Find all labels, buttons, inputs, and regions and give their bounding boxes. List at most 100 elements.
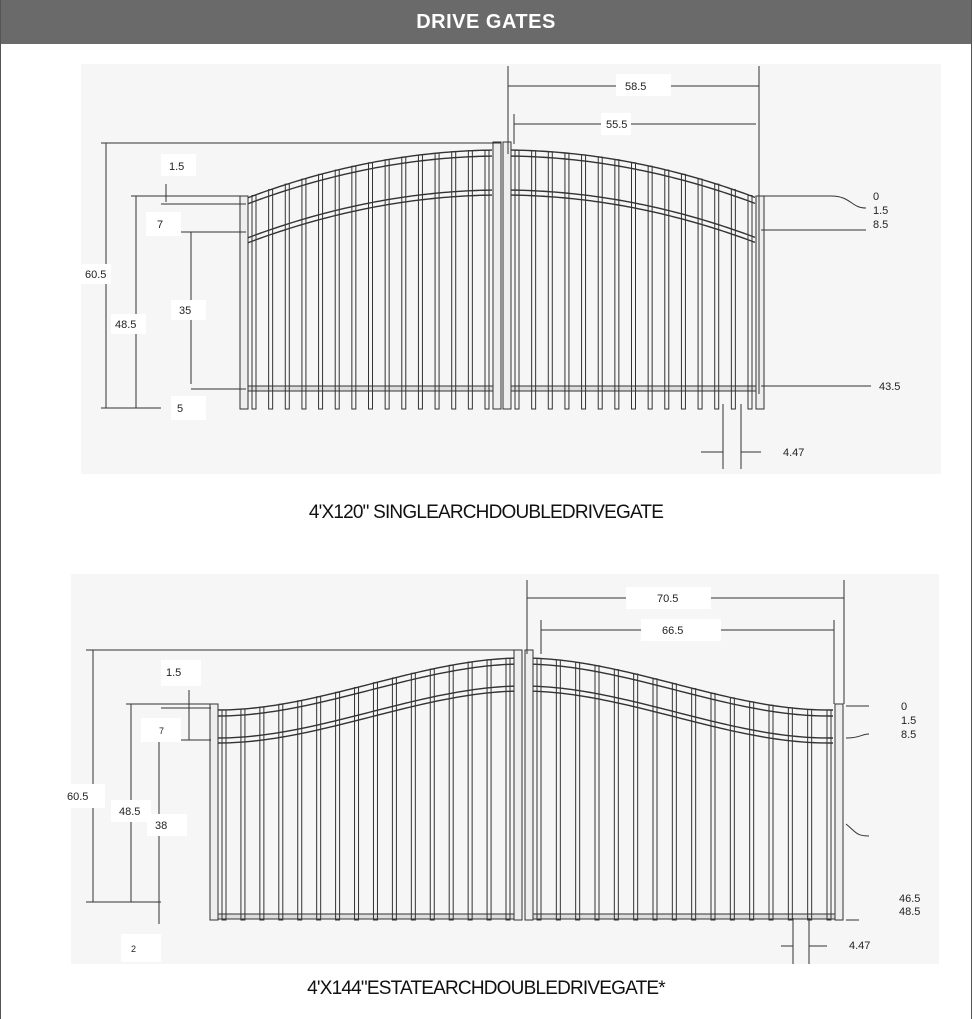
arch-rail <box>217 657 515 711</box>
drawing-background <box>71 574 939 964</box>
dim-inner-width: 55.5 <box>606 119 627 131</box>
picket <box>467 150 473 410</box>
dim-post-height: 48.5 <box>119 806 140 818</box>
dim-right-1: 1.5 <box>873 205 888 217</box>
post-right <box>755 195 765 410</box>
gate-2-drawing: 70.5 66.5 1.5 7 60.5 48.5 38 2 0 1.5 8.5… <box>65 574 939 964</box>
dim-leaf-width: 70.5 <box>657 593 678 605</box>
picket <box>729 697 735 921</box>
dim-bottom-gap: 2 <box>131 944 136 954</box>
picket <box>484 149 490 410</box>
dim-picket-spacing: 4.47 <box>783 447 804 459</box>
dim-right-0: 0 <box>901 701 907 713</box>
dim-right-bottom: 43.5 <box>879 381 900 393</box>
picket <box>434 152 440 410</box>
dim-overall-height: 60.5 <box>67 791 88 803</box>
bottom-rail <box>532 913 836 920</box>
picket <box>594 665 600 921</box>
gate-1-panel: 58.5 55.5 1.5 7 60.5 48.5 35 5 0 1.5 8.5… <box>1 44 971 574</box>
picket <box>221 709 227 921</box>
picket <box>318 173 324 410</box>
bottom-rail <box>247 385 494 392</box>
dim-right-bottom-1: 46.5 <box>899 893 920 905</box>
arch-rail <box>532 685 833 739</box>
arch-rail <box>217 690 515 744</box>
picket <box>633 673 639 921</box>
picket <box>368 162 373 410</box>
dim-rail-gap: 7 <box>157 219 163 231</box>
picket <box>714 183 720 410</box>
dim-top-gap: 1.5 <box>166 667 181 679</box>
picket <box>768 704 774 921</box>
picket <box>334 169 340 410</box>
dim-right-2: 8.5 <box>901 729 916 741</box>
picket <box>268 189 274 410</box>
picket <box>384 159 390 410</box>
picket <box>278 703 284 921</box>
arch-rail <box>532 663 833 717</box>
picket <box>410 672 416 921</box>
dim-right-0: 0 <box>873 191 879 203</box>
picket <box>301 178 307 410</box>
picket <box>680 173 686 410</box>
picket <box>647 165 653 410</box>
gate-2-panel: 70.5 66.5 1.5 7 60.5 48.5 38 2 0 1.5 8.5… <box>1 574 971 1019</box>
picket <box>564 152 570 410</box>
picket <box>505 657 511 921</box>
picket <box>691 688 697 921</box>
post-right <box>834 703 844 921</box>
picket <box>351 165 357 410</box>
picket <box>335 691 341 921</box>
dim-right-bottom-2: 48.5 <box>899 906 920 918</box>
dim-post-height: 48.5 <box>115 319 136 331</box>
picket <box>297 700 303 921</box>
picket <box>614 159 620 410</box>
bottom-rail <box>217 913 515 920</box>
picket <box>807 708 813 921</box>
dim-leaf-width: 58.5 <box>625 81 646 93</box>
picket <box>555 659 561 921</box>
picket <box>429 668 435 921</box>
picket <box>697 178 703 410</box>
arch-rail <box>532 690 833 744</box>
dim-right-1: 1.5 <box>901 715 916 727</box>
section-header: DRIVE GATES <box>1 0 971 44</box>
picket <box>597 156 603 410</box>
dim-top-gap: 1.5 <box>169 161 184 173</box>
gate-2-caption: 4'X144"ESTATEARCHDOUBLEDRIVEGATE* <box>307 978 666 999</box>
picket <box>391 677 397 921</box>
picket <box>710 692 716 921</box>
picket <box>536 657 542 921</box>
picket <box>372 682 378 921</box>
picket <box>448 664 454 921</box>
dim-picket-section: 35 <box>179 305 191 317</box>
bottom-rail <box>510 385 757 392</box>
gate-2-structure <box>209 649 844 921</box>
picket <box>259 706 265 921</box>
post-center-right <box>524 649 534 921</box>
arch-rail <box>217 663 515 717</box>
picket <box>613 669 619 921</box>
picket <box>749 701 755 921</box>
picket <box>486 659 492 921</box>
picket <box>531 150 537 410</box>
post-center-left <box>492 141 502 410</box>
post-center-left <box>513 649 523 921</box>
section-title: DRIVE GATES <box>416 10 556 33</box>
picket <box>417 154 423 410</box>
gate-1-structure <box>239 141 765 410</box>
dim-overall-height: 60.5 <box>85 269 106 281</box>
post-left <box>239 195 249 410</box>
picket <box>730 189 736 410</box>
post-center-right <box>502 141 512 410</box>
dim-picket-section: 38 <box>155 820 167 832</box>
picket <box>240 708 246 921</box>
gate-1-drawing: 58.5 55.5 1.5 7 60.5 48.5 35 5 0 1.5 8.5… <box>81 64 941 474</box>
dim-inner-width: 66.5 <box>662 625 683 637</box>
picket <box>284 183 290 410</box>
picket <box>467 661 473 921</box>
picket <box>547 151 553 410</box>
dim-picket-spacing: 4.47 <box>849 940 870 952</box>
picket <box>652 678 658 921</box>
